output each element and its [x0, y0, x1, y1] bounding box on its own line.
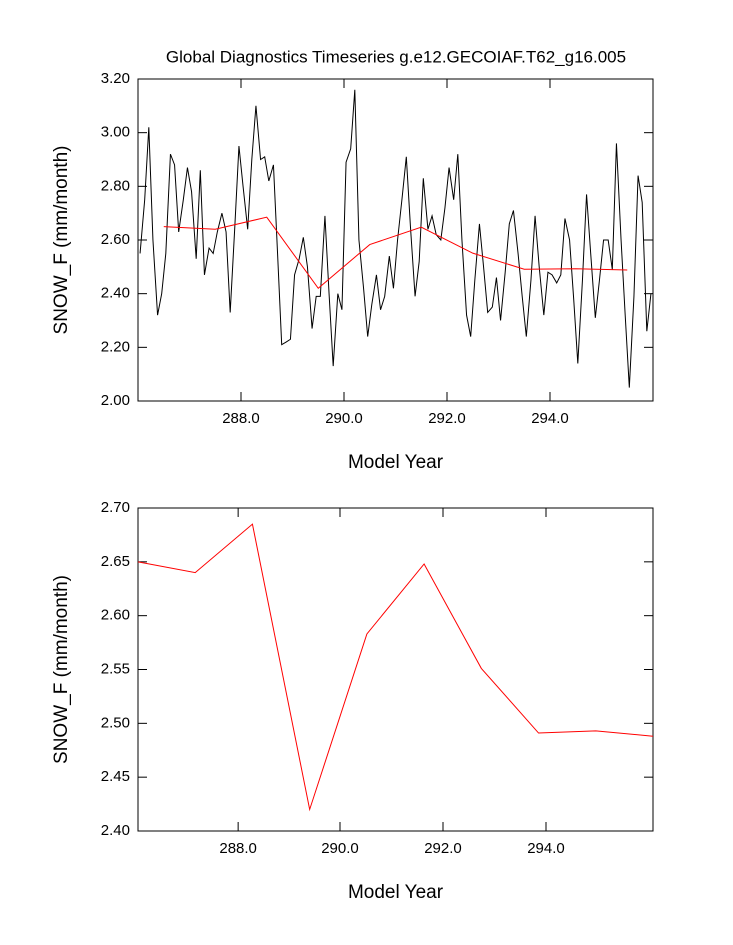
- y-axis-label: SNOW_F (mm/month): [51, 146, 72, 335]
- y-tick-label: 2.40: [101, 822, 130, 839]
- y-tick-label: 2.60: [101, 607, 130, 624]
- x-axis-label: Model Year: [348, 882, 444, 903]
- x-tick-label: 294.0: [527, 840, 565, 857]
- y-tick-label: 2.20: [101, 338, 130, 355]
- data-line: [163, 216, 628, 290]
- chart-title: Global Diagnostics Timeseries g.e12.GECO…: [166, 47, 626, 66]
- y-tick-label: 2.65: [101, 553, 130, 570]
- x-tick-label: 292.0: [424, 840, 462, 857]
- plot-frame: [137, 507, 654, 832]
- x-axis-label: Model Year: [348, 452, 444, 473]
- x-tick-label: 294.0: [531, 410, 569, 427]
- y-tick-label: 2.50: [101, 714, 130, 731]
- y-tick-label: 2.00: [101, 392, 130, 409]
- x-tick-label: 288.0: [222, 410, 260, 427]
- x-tick-label: 292.0: [428, 410, 466, 427]
- y-tick-label: 3.00: [101, 124, 130, 141]
- y-tick-label: 2.60: [101, 231, 130, 248]
- y-tick-label: 2.45: [101, 768, 130, 785]
- x-tick-label: 290.0: [321, 840, 359, 857]
- y-tick-label: 2.80: [101, 177, 130, 194]
- plot-frame: [137, 78, 654, 402]
- x-tick-label: 290.0: [325, 410, 363, 427]
- y-tick-label: 2.55: [101, 660, 130, 677]
- y-tick-label: 2.70: [101, 499, 130, 516]
- y-axis-label: SNOW_F (mm/month): [51, 575, 72, 764]
- y-tick-label: 2.40: [101, 285, 130, 302]
- y-tick-label: 3.20: [101, 70, 130, 87]
- x-tick-label: 288.0: [219, 840, 257, 857]
- data-line: [139, 89, 652, 388]
- data-line: [137, 523, 654, 812]
